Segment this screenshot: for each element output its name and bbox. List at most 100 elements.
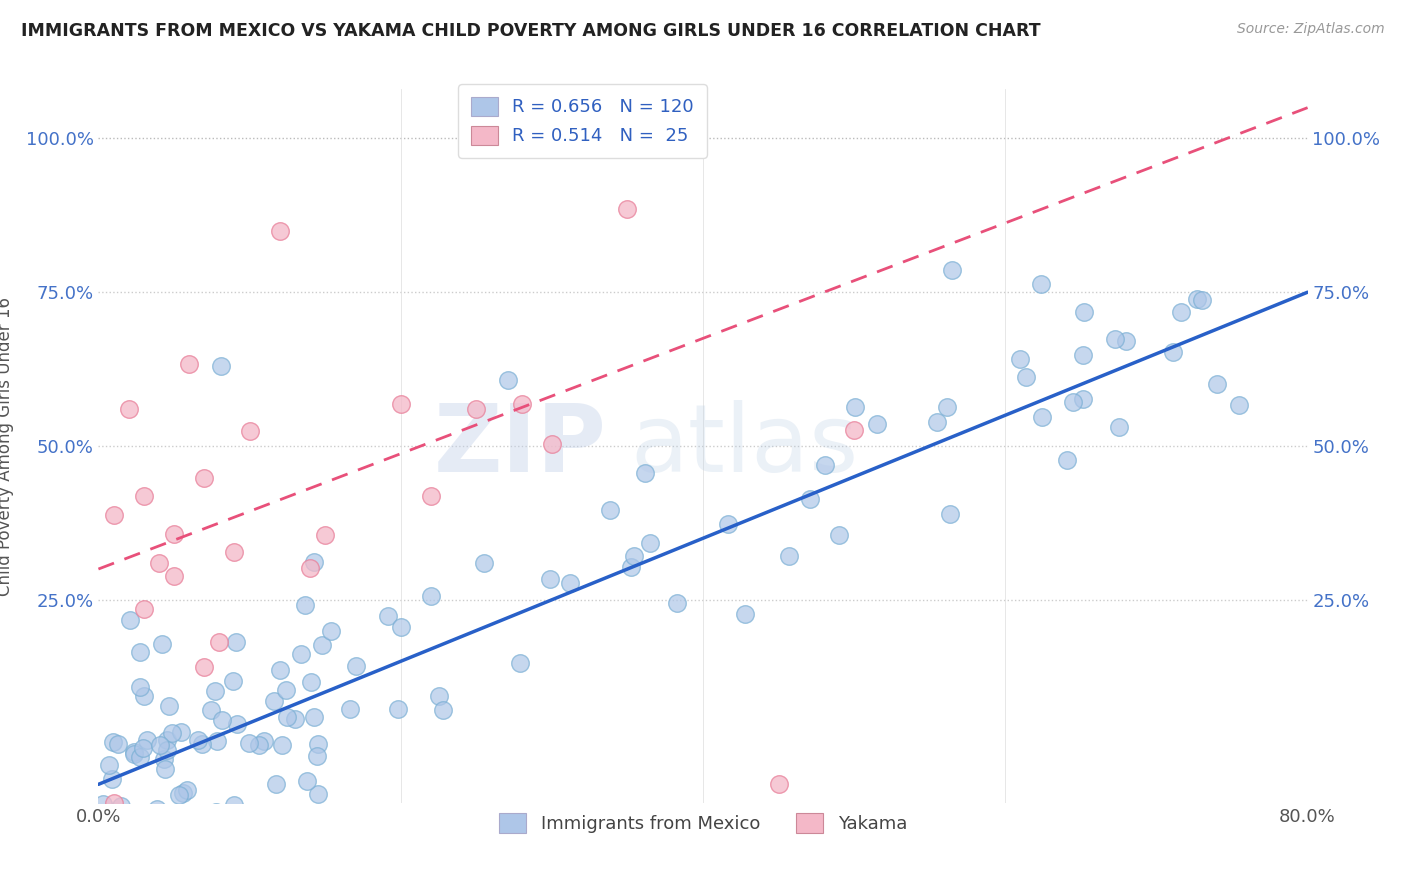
Point xyxy=(1108,419,1130,434)
Point xyxy=(1056,453,1078,467)
Point xyxy=(204,683,226,698)
Text: ZIP: ZIP xyxy=(433,400,606,492)
Point xyxy=(239,424,262,438)
Point xyxy=(103,796,125,810)
Point xyxy=(1170,305,1192,319)
Point xyxy=(1073,305,1095,319)
Point xyxy=(118,613,141,627)
Point xyxy=(266,777,288,791)
Point xyxy=(132,741,155,756)
Point xyxy=(314,528,336,542)
Point xyxy=(110,799,132,814)
Point xyxy=(828,528,851,542)
Point xyxy=(211,713,233,727)
Point xyxy=(135,732,157,747)
Point xyxy=(1185,292,1208,306)
Point xyxy=(865,417,887,431)
Point xyxy=(191,738,214,752)
Point xyxy=(276,710,298,724)
Point xyxy=(666,597,689,611)
Point xyxy=(939,507,962,521)
Point xyxy=(389,396,412,410)
Point xyxy=(163,527,186,541)
Point xyxy=(540,437,562,451)
Point xyxy=(170,725,193,739)
Point xyxy=(294,598,316,612)
Point xyxy=(377,608,399,623)
Point xyxy=(125,847,148,862)
Point xyxy=(118,402,141,417)
Point xyxy=(107,737,129,751)
Point xyxy=(1071,348,1094,362)
Point xyxy=(307,749,329,764)
Point xyxy=(1062,394,1084,409)
Point xyxy=(1015,370,1038,384)
Y-axis label: Child Poverty Among Girls Under 16: Child Poverty Among Girls Under 16 xyxy=(0,296,14,596)
Point xyxy=(253,734,276,748)
Point xyxy=(389,620,412,634)
Point xyxy=(538,572,561,586)
Point xyxy=(149,738,172,752)
Point xyxy=(420,489,443,503)
Point xyxy=(101,735,124,749)
Point xyxy=(307,787,329,801)
Point xyxy=(472,556,495,570)
Point xyxy=(156,743,179,757)
Point xyxy=(844,423,866,437)
Point xyxy=(179,357,201,371)
Point xyxy=(146,802,169,816)
Point xyxy=(186,855,208,870)
Point xyxy=(193,659,215,673)
Point xyxy=(122,747,145,761)
Point xyxy=(387,702,409,716)
Point xyxy=(132,689,155,703)
Point xyxy=(319,624,342,638)
Point xyxy=(302,555,325,569)
Point xyxy=(104,830,127,845)
Point xyxy=(172,786,194,800)
Point xyxy=(844,400,866,414)
Point xyxy=(510,397,533,411)
Point xyxy=(284,712,307,726)
Point xyxy=(200,702,222,716)
Point xyxy=(97,757,120,772)
Point xyxy=(936,400,959,414)
Point xyxy=(207,733,229,747)
Point xyxy=(238,736,260,750)
Point xyxy=(623,549,645,563)
Point xyxy=(339,702,361,716)
Point xyxy=(1071,392,1094,406)
Point xyxy=(150,637,173,651)
Point xyxy=(1191,293,1213,307)
Point xyxy=(778,549,800,563)
Point xyxy=(205,805,228,819)
Point xyxy=(193,471,215,485)
Point xyxy=(263,694,285,708)
Point xyxy=(1031,409,1053,424)
Point xyxy=(498,374,520,388)
Text: Source: ZipAtlas.com: Source: ZipAtlas.com xyxy=(1237,22,1385,37)
Point xyxy=(222,798,245,813)
Point xyxy=(465,401,488,416)
Point xyxy=(163,569,186,583)
Point xyxy=(344,659,367,673)
Point xyxy=(717,517,740,532)
Point xyxy=(1161,344,1184,359)
Point xyxy=(299,674,322,689)
Point xyxy=(224,809,246,823)
Point xyxy=(224,545,246,559)
Point xyxy=(269,224,291,238)
Point xyxy=(153,752,176,766)
Point xyxy=(1115,334,1137,348)
Point xyxy=(734,607,756,622)
Point xyxy=(311,638,333,652)
Point xyxy=(599,502,621,516)
Point xyxy=(299,561,322,575)
Point xyxy=(269,663,291,677)
Point xyxy=(115,831,138,846)
Point xyxy=(276,682,298,697)
Point xyxy=(120,838,142,852)
Point xyxy=(148,557,170,571)
Point xyxy=(270,738,292,752)
Point xyxy=(799,492,821,507)
